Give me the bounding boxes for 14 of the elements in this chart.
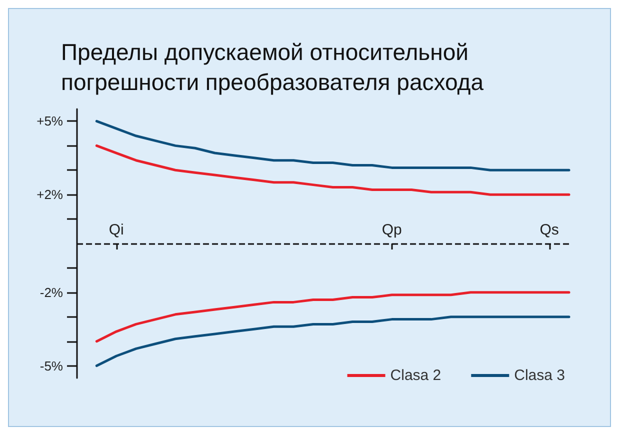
y-tick-label: +5% (36, 114, 64, 129)
line-series (95, 144, 570, 196)
y-tick-label: -5% (40, 358, 64, 374)
y-tick-label: -2% (40, 284, 64, 300)
x-tick-label: Qp (382, 222, 402, 238)
chart-title: Пределы допускаемой относительной погрешности преобразователя расхода (61, 39, 484, 95)
line-series (95, 291, 570, 343)
y-tick-label: +2% (36, 187, 64, 202)
line-series (95, 120, 570, 172)
line-series (95, 316, 570, 368)
x-tick-label: Qi (108, 222, 124, 238)
legend-label: Clasa 3 (514, 367, 565, 384)
legend-label: Clasa 2 (390, 367, 442, 384)
x-tick-label: Qs (540, 222, 559, 238)
